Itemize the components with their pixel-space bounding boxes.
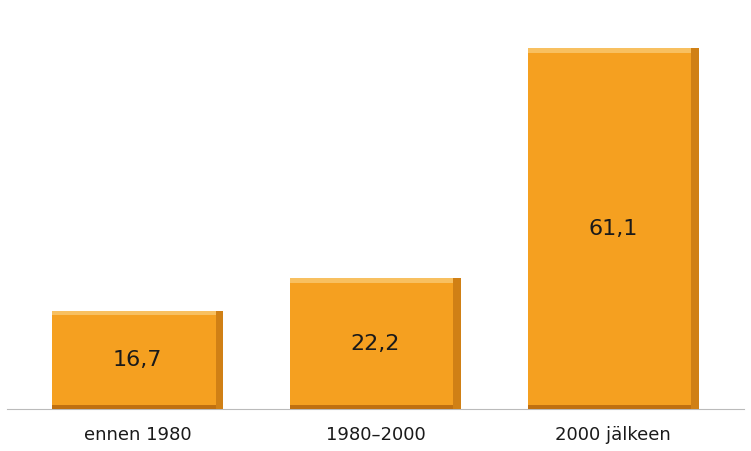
Bar xyxy=(52,311,223,410)
Bar xyxy=(52,311,223,315)
Bar xyxy=(290,405,461,410)
Bar xyxy=(52,405,223,410)
Bar xyxy=(528,405,699,410)
Bar xyxy=(528,48,699,410)
Bar xyxy=(216,311,223,410)
Bar xyxy=(290,278,461,283)
Bar xyxy=(454,278,461,410)
Bar xyxy=(290,278,461,410)
Bar xyxy=(691,48,699,410)
Text: 16,7: 16,7 xyxy=(113,350,162,370)
Text: 22,2: 22,2 xyxy=(351,334,400,354)
Bar xyxy=(528,48,699,53)
Text: 61,1: 61,1 xyxy=(589,219,638,239)
